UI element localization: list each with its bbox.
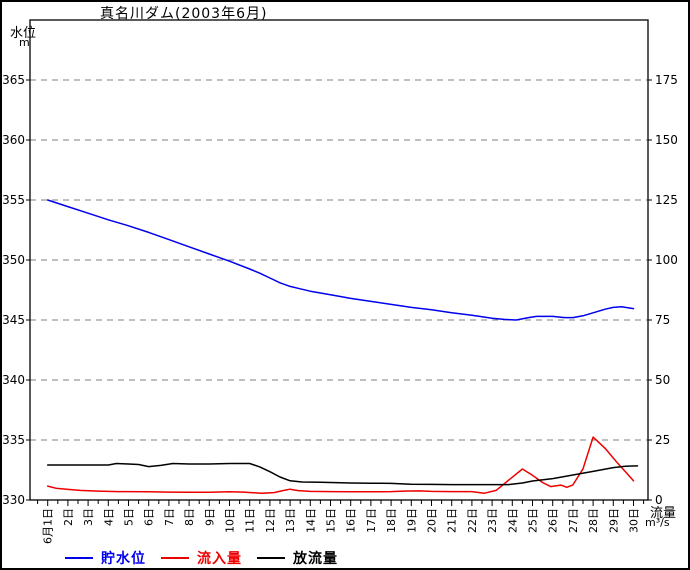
x-tick-label: 21日 xyxy=(446,508,459,533)
x-tick-label: 5日 xyxy=(123,508,136,526)
right-tick-label: 0 xyxy=(655,493,663,507)
left-tick-label: 355 xyxy=(2,193,25,207)
left-tick-label: 345 xyxy=(2,313,25,327)
x-tick-label: 19日 xyxy=(405,508,418,533)
right-axis-label: 流量 xyxy=(650,506,677,521)
series-outflow xyxy=(46,462,639,486)
x-tick-label: 16日 xyxy=(345,508,358,533)
left-axis-ticks: 365 360 355 350 345 340 335 330 xyxy=(2,73,30,507)
left-tick-label: 330 xyxy=(2,493,25,507)
legend-item-outflow: 放流量 xyxy=(257,548,338,568)
x-tick-label: 27日 xyxy=(567,508,580,533)
right-tick-label: 100 xyxy=(655,253,678,267)
x-tick-label: 4日 xyxy=(102,508,115,526)
right-tick-label: 75 xyxy=(655,313,670,327)
legend-item-inflow: 流入量 xyxy=(161,548,242,568)
x-tick-label: 7日 xyxy=(163,508,176,526)
left-tick-label: 335 xyxy=(2,433,25,447)
x-tick-label: 14日 xyxy=(304,508,317,533)
legend: 貯水位 流入量 放流量 xyxy=(65,548,353,568)
x-tick-label: 15日 xyxy=(325,508,338,533)
chart-title: 真名川ダム(2003年6月) xyxy=(100,6,268,22)
right-tick-label: 150 xyxy=(655,133,678,147)
x-tick-label: 20日 xyxy=(426,508,439,533)
left-tick-label: 360 xyxy=(2,133,25,147)
storage-level-label: 貯水位 xyxy=(101,551,146,567)
storage-level-line-swatch xyxy=(65,557,93,559)
x-tick-label: 12日 xyxy=(264,508,277,533)
legend-item-storage-level: 貯水位 xyxy=(65,548,146,568)
right-tick-label: 25 xyxy=(655,433,670,447)
right-tick-label: 125 xyxy=(655,193,678,207)
x-tick-label: 30日 xyxy=(628,508,641,533)
series-inflow xyxy=(46,436,635,495)
outflow-label: 放流量 xyxy=(293,551,338,567)
x-tick-label: 22日 xyxy=(466,508,479,533)
x-tick-label: 2日 xyxy=(62,508,75,526)
x-tick-label: 13日 xyxy=(284,508,297,533)
x-tick-label: 10日 xyxy=(224,508,237,533)
outflow-line-swatch xyxy=(257,557,285,559)
left-tick-label: 340 xyxy=(2,373,25,387)
x-axis-ticks: 6月1日 2日 3日 4日 5日 6日 7日 8日 9日 10日 11日 12日 13日 14日 15日 16… xyxy=(37,500,645,544)
x-tick-label: 29日 xyxy=(607,508,620,533)
x-tick-label: 8日 xyxy=(183,508,196,526)
left-axis-unit: m xyxy=(19,36,30,49)
x-tick-label: 26日 xyxy=(547,508,560,533)
right-tick-label: 175 xyxy=(655,73,678,87)
x-tick-label: 23日 xyxy=(486,508,499,533)
x-tick-label: 6月1日 xyxy=(42,508,55,544)
right-axis-ticks: 175 150 125 100 75 50 25 0 xyxy=(648,73,678,507)
x-tick-label: 17日 xyxy=(365,508,378,533)
x-tick-label: 24日 xyxy=(506,508,519,533)
left-tick-label: 365 xyxy=(2,73,25,87)
inflow-line-swatch xyxy=(161,557,189,559)
right-tick-label: 50 xyxy=(655,373,670,387)
x-tick-label: 6日 xyxy=(143,508,156,526)
right-axis-unit: m³/s xyxy=(645,516,670,529)
left-tick-label: 350 xyxy=(2,253,25,267)
series-storage-level xyxy=(46,199,635,321)
x-tick-label: 18日 xyxy=(385,508,398,533)
inflow-label: 流入量 xyxy=(197,551,242,567)
x-tick-label: 9日 xyxy=(203,508,216,526)
gridlines xyxy=(30,79,648,441)
x-tick-label: 3日 xyxy=(82,508,95,526)
x-tick-label: 28日 xyxy=(587,508,600,533)
x-tick-label: 11日 xyxy=(244,508,257,533)
x-tick-label: 25日 xyxy=(527,508,540,533)
